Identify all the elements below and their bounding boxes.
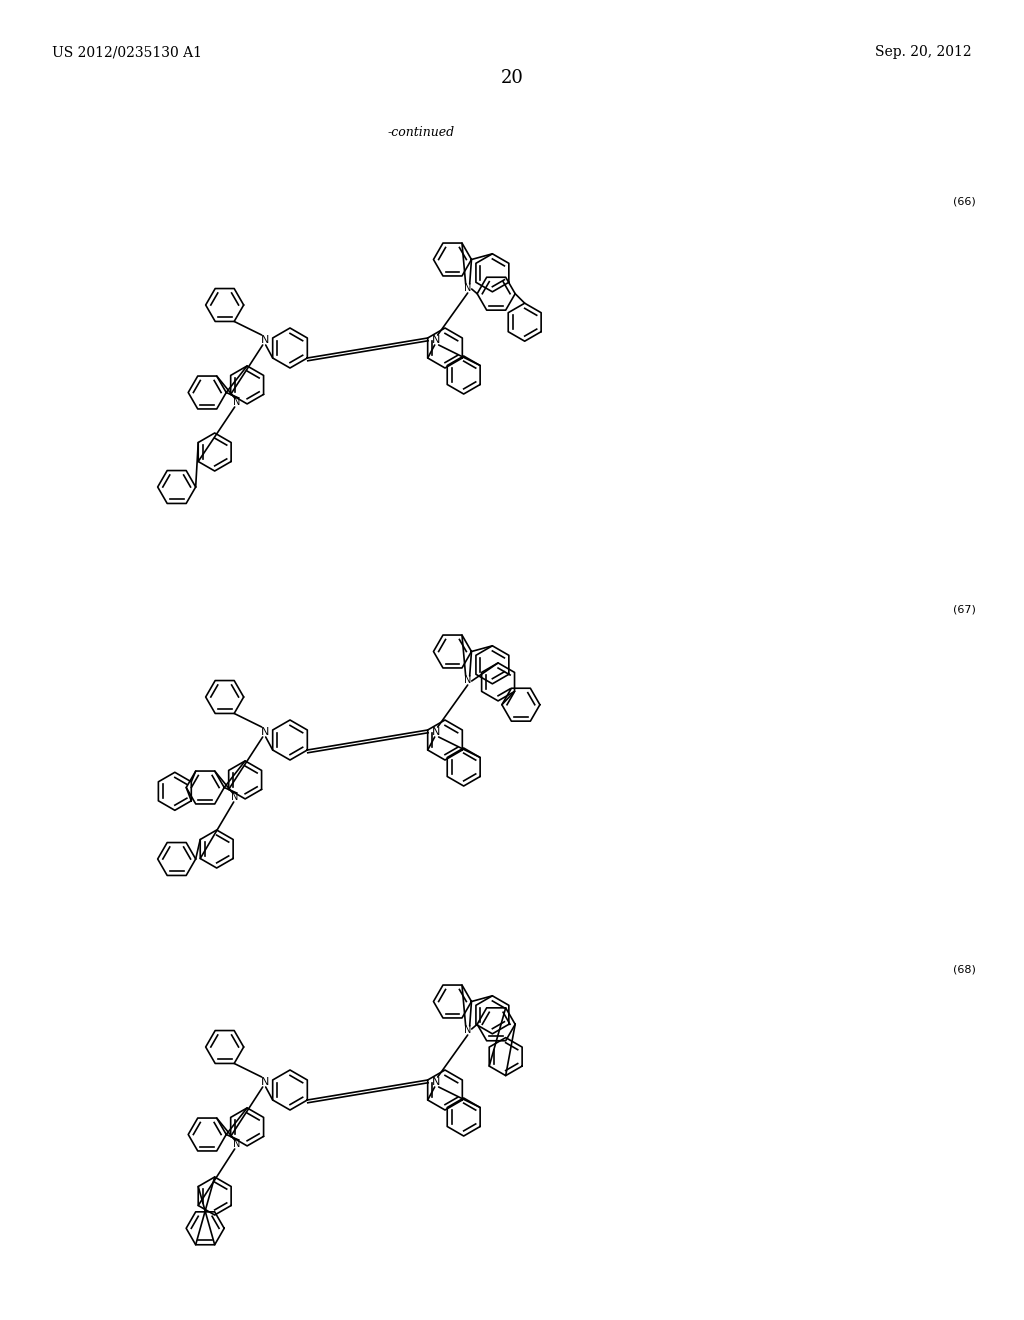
Text: N: N bbox=[431, 335, 440, 345]
Text: N: N bbox=[231, 792, 239, 803]
Text: N: N bbox=[260, 335, 269, 345]
Text: 20: 20 bbox=[501, 69, 523, 87]
Text: N: N bbox=[464, 675, 471, 685]
Text: N: N bbox=[260, 1077, 269, 1086]
Text: N: N bbox=[233, 1139, 241, 1148]
Text: (67): (67) bbox=[953, 605, 976, 615]
Text: N: N bbox=[233, 397, 241, 407]
Text: N: N bbox=[431, 727, 440, 737]
Text: N: N bbox=[464, 1026, 471, 1035]
Text: N: N bbox=[464, 282, 471, 293]
Text: -continued: -continued bbox=[388, 127, 455, 140]
Text: US 2012/0235130 A1: US 2012/0235130 A1 bbox=[52, 45, 202, 59]
Text: N: N bbox=[431, 1077, 440, 1086]
Text: (68): (68) bbox=[953, 965, 976, 975]
Text: N: N bbox=[260, 727, 269, 737]
Text: (66): (66) bbox=[953, 197, 976, 207]
Text: Sep. 20, 2012: Sep. 20, 2012 bbox=[876, 45, 972, 59]
